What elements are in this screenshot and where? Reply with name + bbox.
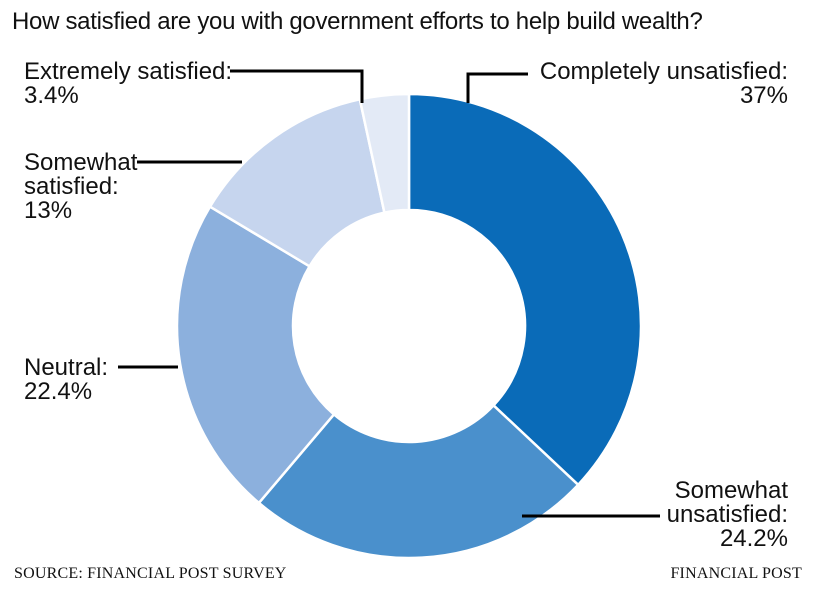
chart-title: How satisfied are you with government ef… (12, 8, 703, 35)
slice-label-somewhat-satisfied: Somewhat satisfied: (24, 149, 138, 200)
leader-line-extremely-satisfied (230, 69, 364, 103)
slice-value-completely-unsatisfied: 37% (740, 82, 788, 109)
source-note: SOURCE: FINANCIAL POST SURVEY (14, 565, 287, 582)
slice-label-extremely-satisfied: Extremely satisfied: (24, 58, 232, 85)
slice-value-neutral: 22.4% (24, 378, 92, 405)
slice-extremely-satisfied (358, 92, 411, 215)
slice-label-neutral: Neutral: (24, 354, 108, 381)
slice-value-somewhat-satisfied: 13% (24, 197, 72, 224)
slice-label-somewhat-unsatisfied: Somewhat unsatisfied: (667, 477, 789, 528)
publisher-credit: FINANCIAL POST (670, 565, 802, 582)
slice-somewhat-unsatisfied (257, 403, 580, 560)
slice-value-somewhat-unsatisfied: 24.2% (720, 525, 788, 552)
slice-label-completely-unsatisfied: Completely unsatisfied: (540, 58, 788, 85)
slice-value-extremely-satisfied: 3.4% (24, 82, 79, 109)
slice-completely-unsatisfied (407, 92, 643, 487)
slice-neutral (175, 204, 336, 505)
leader-line-completely-unsatisfied (466, 72, 528, 103)
